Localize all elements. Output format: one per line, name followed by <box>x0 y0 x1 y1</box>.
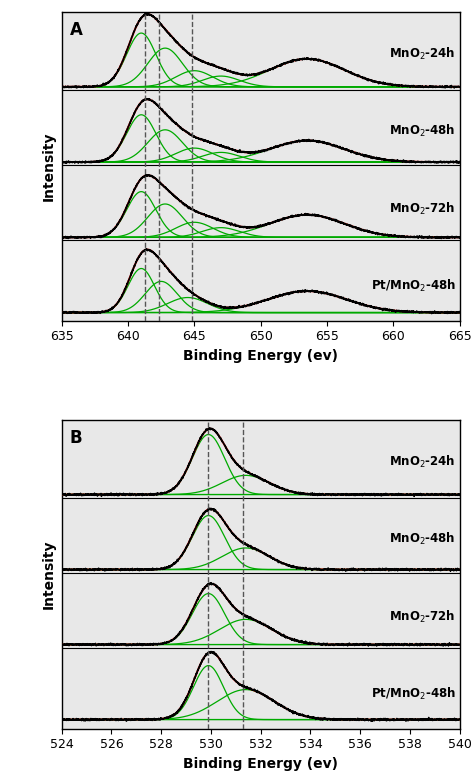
Text: B: B <box>70 429 82 447</box>
Text: MnO$_2$-48h: MnO$_2$-48h <box>389 123 456 140</box>
Text: MnO$_2$-72h: MnO$_2$-72h <box>389 200 456 217</box>
Text: Pt/MnO$_2$-48h: Pt/MnO$_2$-48h <box>371 685 456 702</box>
X-axis label: Binding Energy (ev): Binding Energy (ev) <box>183 757 338 771</box>
Text: MnO$_2$-24h: MnO$_2$-24h <box>389 454 456 470</box>
Y-axis label: Intensity: Intensity <box>42 131 56 201</box>
Text: Pt/MnO$_2$-48h: Pt/MnO$_2$-48h <box>371 278 456 294</box>
Text: A: A <box>70 21 82 39</box>
Text: MnO$_2$-72h: MnO$_2$-72h <box>389 608 456 625</box>
Text: MnO$_2$-48h: MnO$_2$-48h <box>389 531 456 547</box>
Y-axis label: Intensity: Intensity <box>42 539 56 609</box>
X-axis label: Binding Energy (ev): Binding Energy (ev) <box>183 349 338 363</box>
Text: MnO$_2$-24h: MnO$_2$-24h <box>389 46 456 62</box>
